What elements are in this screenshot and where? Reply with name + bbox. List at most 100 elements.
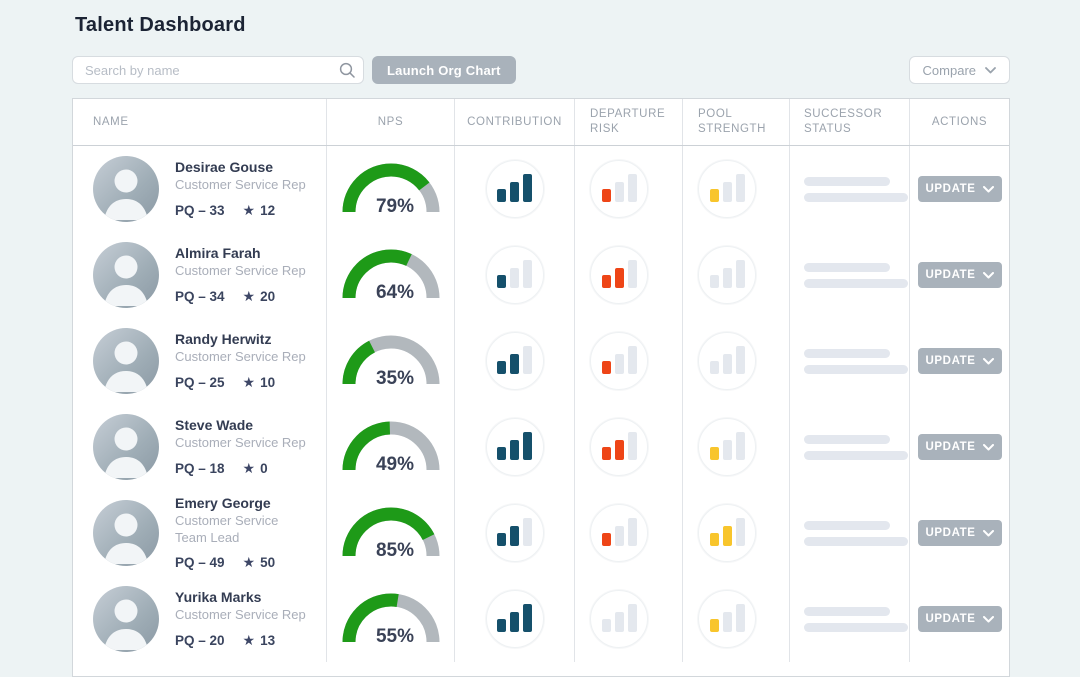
- pool-strength-chart: [698, 160, 756, 218]
- star-icon: ★: [242, 459, 256, 476]
- successor-status-cell: [789, 146, 909, 232]
- departure-risk-cell: [574, 576, 682, 662]
- departure-risk-cell: [574, 318, 682, 404]
- nps-gauge: 49%: [341, 418, 441, 476]
- toolbar: Launch Org Chart Compare: [72, 56, 1010, 84]
- pq-score: PQ – 49: [175, 554, 225, 570]
- star-count: 12: [260, 202, 276, 218]
- contribution-cell: [454, 490, 574, 576]
- successor-status-cell: [789, 490, 909, 576]
- pool-strength-cell: [682, 576, 789, 662]
- nps-value: 79%: [375, 196, 413, 217]
- name-cell: Desirae Gouse Customer Service Rep PQ – …: [73, 146, 326, 232]
- pool-strength-cell: [682, 146, 789, 232]
- column-header-pool-strength: POOL STRENGTH: [682, 99, 789, 145]
- contribution-cell: [454, 318, 574, 404]
- talent-table: NAME NPS CONTRIBUTION DEPARTURE RISK POO…: [72, 98, 1010, 677]
- nps-value: 55%: [375, 626, 413, 647]
- pool-strength-cell: [682, 318, 789, 404]
- name-cell: Yurika Marks Customer Service Rep PQ – 2…: [73, 576, 326, 662]
- pool-strength-chart: [698, 504, 756, 562]
- star-count: 20: [260, 288, 276, 304]
- chevron-down-icon: [982, 615, 994, 622]
- table-row: Yurika Marks Customer Service Rep PQ – 2…: [73, 576, 1009, 662]
- table-row: Randy Herwitz Customer Service Rep PQ – …: [73, 318, 1009, 404]
- employee-name: Almira Farah: [175, 245, 261, 262]
- person-silhouette-icon: [104, 169, 148, 220]
- person-silhouette-icon: [104, 341, 148, 392]
- successor-status-cell: [789, 404, 909, 490]
- launch-org-chart-button[interactable]: Launch Org Chart: [372, 56, 516, 84]
- table-body: Desirae Gouse Customer Service Rep PQ – …: [73, 146, 1009, 662]
- search-box: [72, 56, 364, 84]
- employee-role: Customer Service Rep: [175, 349, 306, 365]
- star-count: 0: [260, 460, 268, 476]
- departure-risk-chart: [590, 418, 648, 476]
- departure-risk-chart: [590, 590, 648, 648]
- contribution-cell: [454, 576, 574, 662]
- update-label: UPDATE: [925, 441, 976, 453]
- nps-cell: 79%: [326, 146, 454, 232]
- pq-score: PQ – 33: [175, 202, 225, 218]
- actions-cell: UPDATE: [909, 318, 1009, 404]
- successor-status-placeholder: [804, 176, 908, 202]
- search-input[interactable]: [72, 56, 364, 84]
- departure-risk-chart: [590, 160, 648, 218]
- employee-name: Desirae Gouse: [175, 159, 274, 176]
- successor-status-placeholder: [804, 262, 908, 288]
- nps-value: 85%: [375, 540, 413, 561]
- update-button[interactable]: UPDATE: [917, 434, 1002, 460]
- pool-strength-chart: [698, 332, 756, 390]
- nps-gauge: 55%: [341, 590, 441, 648]
- avatar: [93, 414, 159, 480]
- nps-value: 35%: [375, 368, 413, 389]
- update-button[interactable]: UPDATE: [917, 262, 1002, 288]
- avatar: [93, 586, 159, 652]
- successor-status-cell: [789, 232, 909, 318]
- nps-gauge: 79%: [341, 160, 441, 218]
- contribution-chart: [485, 160, 544, 218]
- pq-score: PQ – 18: [175, 460, 225, 476]
- person-silhouette-icon: [104, 599, 148, 650]
- pool-strength-chart: [698, 590, 756, 648]
- column-header-name: NAME: [93, 115, 129, 128]
- departure-risk-cell: [574, 146, 682, 232]
- successor-status-placeholder: [804, 348, 908, 374]
- employee-name: Yurika Marks: [175, 589, 262, 606]
- nps-value: 64%: [375, 282, 413, 303]
- update-button[interactable]: UPDATE: [917, 176, 1002, 202]
- contribution-chart: [485, 504, 544, 562]
- actions-cell: UPDATE: [909, 404, 1009, 490]
- pq-score: PQ – 20: [175, 632, 225, 648]
- avatar: [93, 156, 159, 222]
- employee-name: Randy Herwitz: [175, 331, 272, 348]
- update-button[interactable]: UPDATE: [917, 606, 1002, 632]
- name-cell: Almira Farah Customer Service Rep PQ – 3…: [73, 232, 326, 318]
- column-header-actions: ACTIONS: [909, 99, 1009, 145]
- nps-value: 49%: [375, 454, 413, 475]
- nps-cell: 85%: [326, 490, 454, 576]
- update-button[interactable]: UPDATE: [917, 520, 1002, 546]
- successor-status-placeholder: [804, 434, 908, 460]
- nps-cell: 49%: [326, 404, 454, 490]
- pool-strength-chart: [698, 418, 756, 476]
- person-silhouette-icon: [104, 513, 148, 564]
- successor-status-placeholder: [804, 606, 908, 632]
- name-cell: Steve Wade Customer Service Rep PQ – 18 …: [73, 404, 326, 490]
- nps-gauge: 85%: [341, 504, 441, 562]
- update-button[interactable]: UPDATE: [917, 348, 1002, 374]
- employee-name: Emery George: [175, 495, 271, 512]
- star-icon: ★: [242, 287, 256, 304]
- star-icon: ★: [242, 373, 256, 390]
- contribution-cell: [454, 146, 574, 232]
- employee-name: Steve Wade: [175, 417, 254, 434]
- nps-gauge: 35%: [341, 332, 441, 390]
- departure-risk-cell: [574, 404, 682, 490]
- column-header-contribution: CONTRIBUTION: [454, 99, 574, 145]
- pq-score: PQ – 25: [175, 374, 225, 390]
- contribution-chart: [485, 590, 544, 648]
- compare-dropdown[interactable]: Compare: [908, 56, 1010, 84]
- column-header-successor-status: SUCCESSOR STATUS: [789, 99, 909, 145]
- pool-strength-cell: [682, 490, 789, 576]
